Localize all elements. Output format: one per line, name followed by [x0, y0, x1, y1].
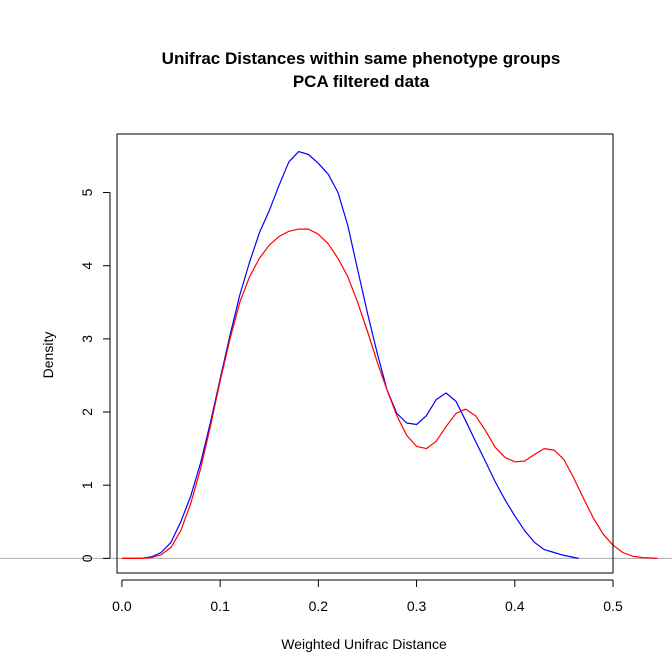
chart-title: Unifrac Distances within same phenotype … [162, 49, 561, 68]
x-tick-label: 0.4 [505, 598, 525, 614]
y-tick-label: 3 [79, 335, 95, 343]
y-tick-label: 0 [79, 554, 95, 562]
chart-subtitle: PCA filtered data [293, 72, 430, 91]
x-tick-label: 0.5 [603, 598, 623, 614]
y-tick-label: 1 [79, 481, 95, 489]
x-tick-label: 0.2 [309, 598, 329, 614]
density-line-1 [121, 151, 579, 559]
density-line-2 [121, 228, 658, 559]
y-axis-label: Density [40, 332, 56, 379]
y-tick-label: 5 [79, 188, 95, 196]
x-axis: 0.0 0.1 0.2 0.3 0.4 0.5 [112, 579, 623, 614]
y-tick-label: 2 [79, 408, 95, 416]
x-tick-label: 0.3 [407, 598, 427, 614]
x-tick-label: 0.0 [112, 598, 132, 614]
y-axis: 0 1 2 3 4 5 [79, 188, 111, 562]
x-tick-label: 0.1 [210, 598, 230, 614]
x-axis-label: Weighted Unifrac Distance [281, 636, 447, 652]
plot-frame [116, 133, 614, 574]
y-tick-label: 4 [79, 262, 95, 270]
